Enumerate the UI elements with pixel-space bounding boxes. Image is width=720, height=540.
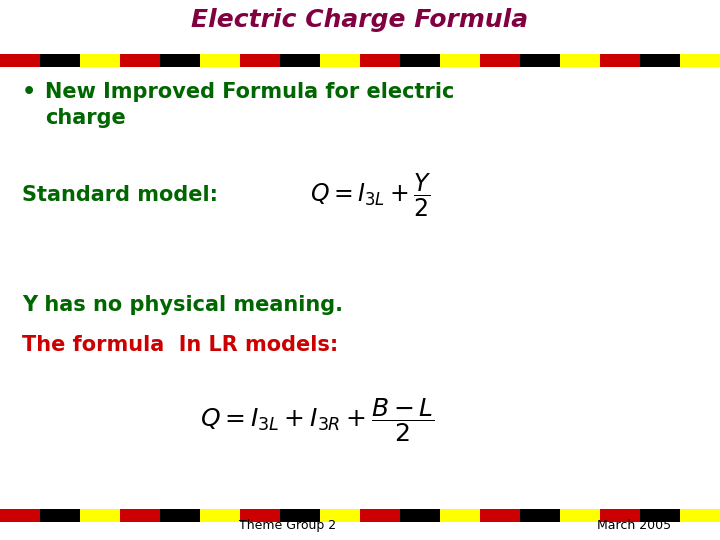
Bar <box>360 54 400 67</box>
Text: Electric Charge Formula: Electric Charge Formula <box>192 8 528 32</box>
Text: Y has no physical meaning.: Y has no physical meaning. <box>22 295 343 315</box>
Text: $Q = I_{3L} + I_{3R} + \dfrac{B - L}{2}$: $Q = I_{3L} + I_{3R} + \dfrac{B - L}{2}$ <box>200 396 435 444</box>
Bar <box>600 54 640 67</box>
Bar <box>320 54 360 67</box>
Bar <box>80 509 120 522</box>
Bar <box>280 509 320 522</box>
Bar <box>40 54 80 67</box>
Text: The formula  In LR models:: The formula In LR models: <box>22 335 338 355</box>
Bar <box>680 54 720 67</box>
Bar <box>80 54 120 67</box>
Bar <box>600 509 640 522</box>
Bar <box>120 54 160 67</box>
Bar <box>240 54 280 67</box>
Bar <box>40 509 80 522</box>
Bar <box>360 509 400 522</box>
Bar <box>200 54 240 67</box>
Bar <box>560 509 600 522</box>
Bar <box>200 509 240 522</box>
Bar <box>160 509 200 522</box>
Text: $Q = I_{3L} + \dfrac{Y}{2}$: $Q = I_{3L} + \dfrac{Y}{2}$ <box>310 171 431 219</box>
Bar <box>640 54 680 67</box>
Bar <box>320 509 360 522</box>
Bar <box>480 509 520 522</box>
Bar <box>680 509 720 522</box>
Bar <box>440 54 480 67</box>
Bar <box>520 509 560 522</box>
Bar <box>560 54 600 67</box>
Bar <box>280 54 320 67</box>
Bar <box>640 509 680 522</box>
Bar <box>160 54 200 67</box>
Bar <box>480 54 520 67</box>
Bar <box>120 509 160 522</box>
Bar <box>520 54 560 67</box>
Text: •: • <box>22 82 36 102</box>
Text: Theme Group 2: Theme Group 2 <box>240 519 336 532</box>
Bar <box>240 509 280 522</box>
Text: Standard model:: Standard model: <box>22 185 218 205</box>
Bar <box>0 54 40 67</box>
Bar <box>400 509 440 522</box>
Bar <box>0 509 40 522</box>
Bar <box>400 54 440 67</box>
Bar <box>440 509 480 522</box>
Text: New Improved Formula for electric
charge: New Improved Formula for electric charge <box>45 82 454 129</box>
Text: March 2005: March 2005 <box>597 519 670 532</box>
